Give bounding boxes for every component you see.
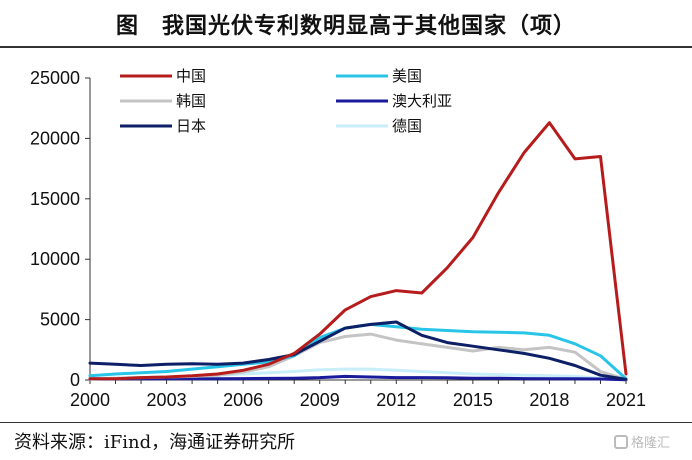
legend-label-2: 韩国 [176,92,206,110]
legend-label-0: 中国 [176,67,206,85]
x-tick-label: 2015 [453,390,493,410]
y-tick-label: 10000 [30,249,80,269]
legend-label-1: 美国 [392,67,422,85]
y-tick-label: 20000 [30,128,80,148]
series-line-4 [88,320,628,381]
x-tick-label: 2012 [376,390,416,410]
x-tick-label: 2006 [223,390,263,410]
y-tick-label: 0 [70,370,80,390]
x-tick-label: 2018 [529,390,569,410]
patent-line-chart: 0 5000 10000 15000 20000 25000 2000 2003 2006 200… [30,67,646,410]
x-tick-label: 2003 [147,390,187,410]
x-tick-label: 2021 [606,390,646,410]
y-tick-label: 25000 [30,68,80,88]
axes: 0 5000 10000 15000 20000 25000 2000 2003 2006 200… [30,68,646,410]
legend-label-4: 日本 [176,117,206,135]
series-layer [88,121,628,382]
watermark-text: 格隆汇 [631,436,671,451]
series-line-1 [88,322,628,381]
series-line-0 [88,121,628,381]
footer-divider [0,422,692,423]
chart-title: 图 我国光伏专利数明显高于其他国家（项） [115,13,576,39]
title-bar: 图 我国光伏专利数明显高于其他国家（项） [0,0,692,48]
y-tick-label: 15000 [30,189,80,209]
series-line-3 [88,374,628,382]
legend-label-5: 德国 [392,117,422,135]
watermark: 格隆汇 [614,432,670,451]
title-divider [0,46,692,48]
source-note: 资料来源：iFind，海通证券研究所 [14,432,296,453]
y-tick-label: 5000 [40,310,80,330]
watermark-logo-icon [614,434,628,449]
legend-label-3: 澳大利亚 [392,92,452,110]
x-tick-label: 2009 [300,390,340,410]
x-tick-label: 2000 [70,390,110,410]
